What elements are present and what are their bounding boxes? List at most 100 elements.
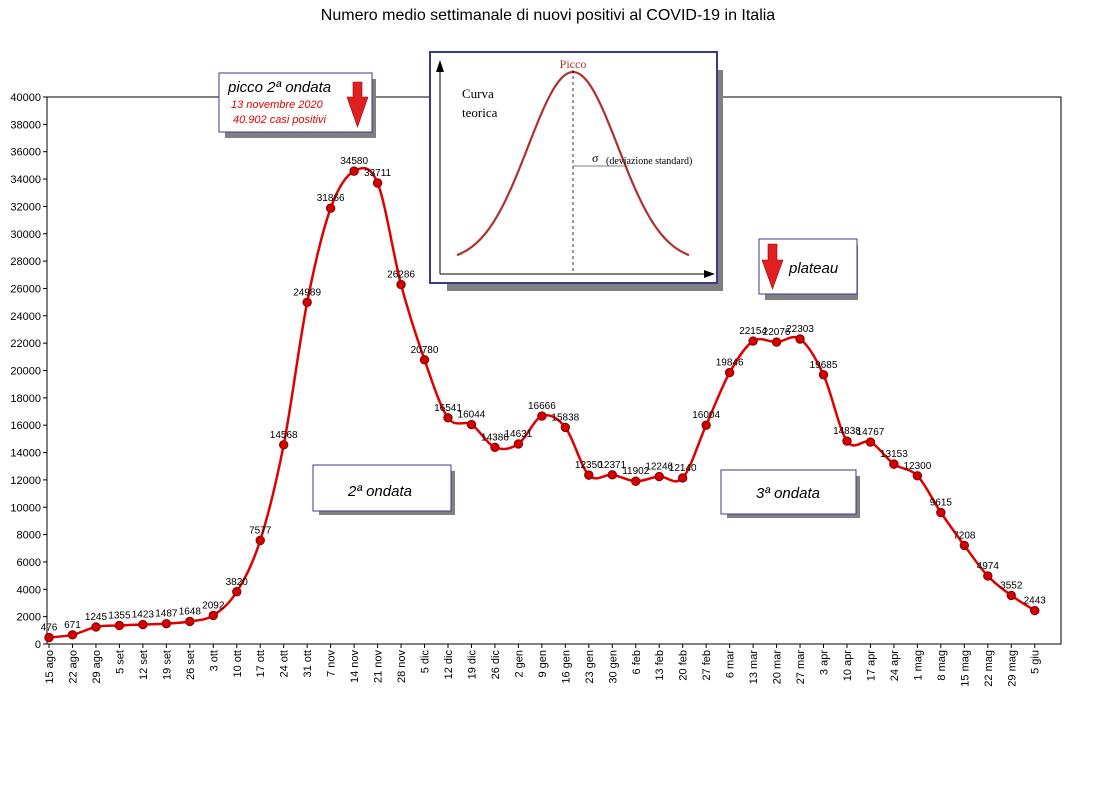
data-label: 12300 [903,461,931,472]
wave3-label: 3ª ondata [756,485,820,502]
peak-annotation-cases: 40.902 casi positivi [233,114,326,126]
wave2-label: 2ª ondata [347,483,412,500]
data-label: 24989 [293,287,321,298]
wave2-annotation: 2ª ondata [312,464,455,515]
data-label: 16004 [692,410,720,421]
x-tick-label: 5 set [114,650,126,674]
data-point [842,436,852,446]
plateau-label: plateau [788,260,839,277]
inset-peak-label: Picco [560,57,587,71]
x-tick-label: 24 apr [889,650,901,682]
y-tick-label: 20000 [10,366,41,378]
inset-curve-label-1: Curva [462,86,494,101]
peak-annotation: picco 2ª ondata 13 novembre 2020 40.902 … [218,72,376,138]
x-tick-label: 10 ott [232,650,244,678]
x-tick-label: 13 mar [748,650,760,685]
down-arrow-icon [346,81,369,128]
data-label: 476 [41,622,58,633]
y-tick-label: 26000 [10,283,41,295]
x-tick-label: 9 gen [537,650,549,678]
data-point [513,439,524,449]
inset-sigma-text: (deviazione standard) [606,156,692,167]
data-point [372,178,383,188]
data-label: 14767 [857,427,885,438]
x-tick-label: 20 feb [678,650,690,681]
y-tick-label: 0 [35,639,41,651]
data-label: 7208 [953,530,976,541]
x-tick-label: 27 feb [701,650,713,681]
y-tick-label: 36000 [10,147,41,159]
data-label: 14838 [833,426,861,437]
data-label: 3552 [1000,580,1023,591]
inset-y-arrow-icon [436,60,444,72]
y-tick-label: 38000 [10,119,41,131]
data-point [396,279,406,290]
x-tick-label: 26 set [185,650,197,680]
data-point [279,440,289,450]
data-point [537,411,547,421]
x-tick-label: 24 ott [279,650,291,678]
data-point [865,437,876,447]
y-tick-label: 10000 [10,502,41,514]
inset-curve-label-2: teorica [462,105,498,120]
chart-title: Numero medio settimanale di nuovi positi… [321,7,776,24]
data-point [302,297,312,307]
data-markers [44,166,1040,643]
wave3-annotation: 3ª ondata [720,469,860,518]
data-point [161,618,172,629]
x-tick-label: 5 giu [1030,650,1042,674]
y-axis-ticks: 0 2000 4000 6000 8000 10000 12000 14000 16000 180… [10,92,47,651]
y-tick-label: 32000 [10,201,41,213]
x-tick-label: 22 mag [983,650,995,687]
data-label: 16044 [458,410,486,421]
x-tick-label: 29 ago [91,650,103,684]
y-tick-label: 6000 [17,557,41,569]
y-tick-label: 16000 [10,420,41,432]
data-point [255,535,265,546]
x-tick-label: 12 dic [443,650,455,680]
data-label: 34580 [340,156,368,167]
theoretical-curve-inset: Picco Curva teorica σ (deviazione standa… [429,51,723,291]
data-point [419,355,430,365]
data-label: 12140 [669,463,697,474]
plateau-annotation: plateau [758,238,858,300]
data-label: 12371 [598,460,626,471]
data-point [584,470,594,480]
data-point [232,587,242,597]
data-label: 9615 [930,498,953,509]
data-point [631,476,641,486]
data-label: 2092 [202,600,225,611]
data-label: 4974 [977,561,1000,572]
x-tick-label: 2 gen [513,650,525,678]
x-tick-label: 6 feb [631,650,643,674]
x-tick-label: 27 mar [795,650,807,685]
y-tick-label: 14000 [10,448,41,460]
data-label: 31866 [317,193,345,204]
x-tick-label: 19 set [161,650,173,680]
data-label: 12246 [645,462,673,473]
x-tick-label: 3 apr [819,650,831,675]
data-point [724,367,735,378]
data-point [208,610,218,621]
x-tick-label: 21 nov [373,650,385,684]
y-tick-label: 18000 [10,393,41,405]
data-point [795,334,805,344]
x-tick-label: 20 mar [772,650,784,685]
data-point [185,616,195,627]
inset-sigma-symbol: σ [592,151,599,165]
data-point [818,370,829,380]
data-point [654,471,664,482]
data-point [490,442,500,452]
x-tick-label: 10 apr [842,650,854,682]
plateau-arrow-icon [761,243,784,290]
y-tick-label: 2000 [17,612,41,624]
x-tick-label: 22 ago [67,650,79,684]
data-point [67,630,78,640]
x-tick-label: 15 mag [959,650,971,687]
data-point [1006,590,1016,601]
y-tick-label: 8000 [17,530,41,542]
data-label: 33711 [364,168,392,179]
data-point [983,571,993,581]
data-point [114,620,125,631]
data-label: 1355 [108,610,131,621]
